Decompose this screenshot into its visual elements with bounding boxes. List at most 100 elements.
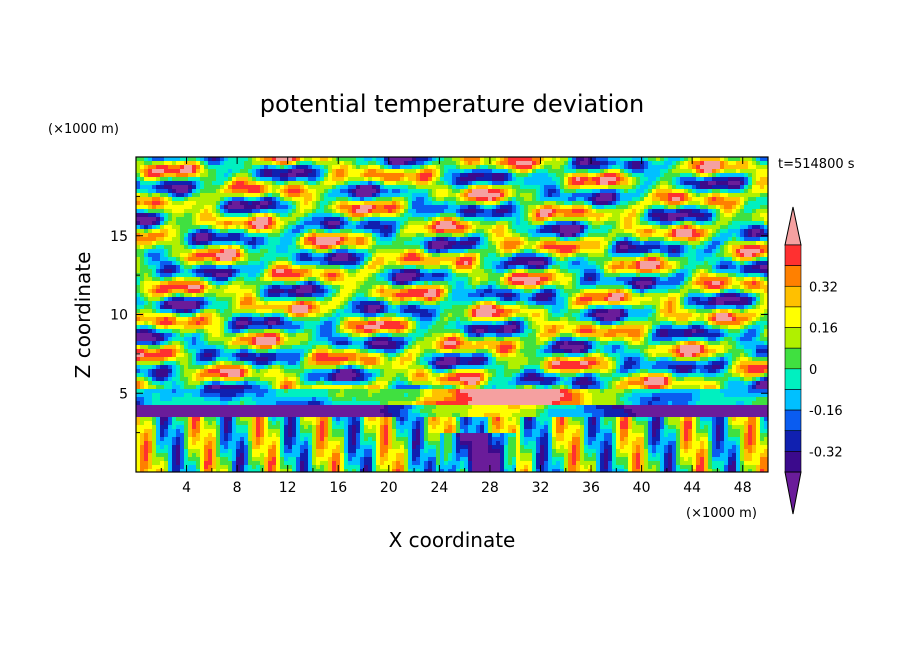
field-cell (552, 269, 557, 274)
field-cell (320, 273, 325, 278)
field-cell (228, 253, 233, 258)
field-cell (664, 165, 669, 170)
field-cell (192, 233, 197, 238)
field-cell (288, 249, 293, 254)
field-cell (728, 165, 733, 170)
field-cell (212, 169, 217, 174)
field-cell (256, 257, 261, 262)
field-cell (500, 157, 505, 162)
field-cell (596, 201, 601, 206)
field-cell (212, 193, 217, 198)
field-cell (308, 237, 313, 242)
field-cell (388, 225, 393, 230)
field-cell (616, 229, 621, 234)
field-cell (300, 217, 305, 222)
field-cell (372, 189, 377, 194)
field-cell (140, 273, 145, 278)
field-cell (312, 165, 317, 170)
field-cell (424, 205, 429, 210)
field-cell (216, 201, 221, 206)
field-cell (764, 249, 768, 254)
field-cell (568, 265, 573, 270)
field-cell (300, 161, 305, 166)
field-cell (260, 197, 265, 202)
field-cell (556, 197, 561, 202)
field-cell (492, 173, 497, 178)
field-cell (480, 201, 485, 206)
field-cell (416, 205, 421, 210)
field-cell (164, 165, 169, 170)
field-cell (228, 217, 233, 222)
field-cell (260, 201, 265, 206)
field-cell (760, 173, 765, 178)
field-cell (556, 217, 561, 222)
field-cell (292, 177, 297, 182)
field-cell (184, 229, 189, 234)
field-cell (716, 249, 721, 254)
field-cell (712, 217, 717, 222)
field-cell (528, 213, 533, 218)
field-cell (680, 229, 685, 234)
field-cell (432, 241, 437, 246)
field-cell (284, 265, 289, 270)
field-cell (308, 189, 313, 194)
field-cell (368, 265, 373, 270)
field-cell (656, 157, 661, 162)
field-cell (148, 169, 153, 174)
field-cell (280, 189, 285, 194)
field-cell (236, 265, 241, 270)
field-cell (664, 197, 669, 202)
field-cell (748, 157, 753, 162)
field-cell (404, 233, 409, 238)
field-cell (460, 201, 465, 206)
field-cell (196, 217, 201, 222)
field-cell (576, 217, 581, 222)
field-cell (676, 205, 681, 210)
field-cell (620, 205, 625, 210)
field-cell (244, 245, 249, 250)
field-cell (572, 245, 577, 250)
field-cell (536, 209, 541, 214)
field-cell (696, 225, 701, 230)
field-cell (684, 181, 689, 186)
field-cell (444, 265, 449, 270)
field-cell (708, 261, 713, 266)
field-cell (268, 197, 273, 202)
field-cell (372, 185, 377, 190)
field-cell (372, 165, 377, 170)
field-cell (644, 233, 649, 238)
field-cell (348, 257, 353, 262)
field-cell (168, 229, 173, 234)
field-cell (196, 189, 201, 194)
field-cell (280, 257, 285, 262)
field-cell (688, 217, 693, 222)
field-cell (464, 257, 469, 262)
field-cell (320, 261, 325, 266)
field-cell (164, 269, 169, 274)
field-cell (632, 165, 637, 170)
field-cell (676, 217, 681, 222)
field-cell (520, 213, 525, 218)
field-cell (460, 221, 465, 226)
field-cell (284, 281, 289, 286)
field-cell (588, 273, 593, 278)
field-cell (216, 233, 221, 238)
field-cell (464, 197, 469, 202)
field-cell (756, 177, 761, 182)
field-cell (392, 229, 397, 234)
field-cell (532, 241, 537, 246)
field-cell (164, 193, 169, 198)
field-cell (716, 273, 721, 278)
field-cell (456, 201, 461, 206)
field-cell (692, 229, 697, 234)
field-cell (200, 169, 205, 174)
field-cell (736, 261, 741, 266)
field-cell (636, 213, 641, 218)
field-cell (552, 237, 557, 242)
field-cell (284, 169, 289, 174)
field-cell (648, 277, 653, 282)
field-cell (240, 265, 245, 270)
field-cell (260, 281, 265, 286)
field-cell (480, 209, 485, 214)
field-cell (320, 169, 325, 174)
